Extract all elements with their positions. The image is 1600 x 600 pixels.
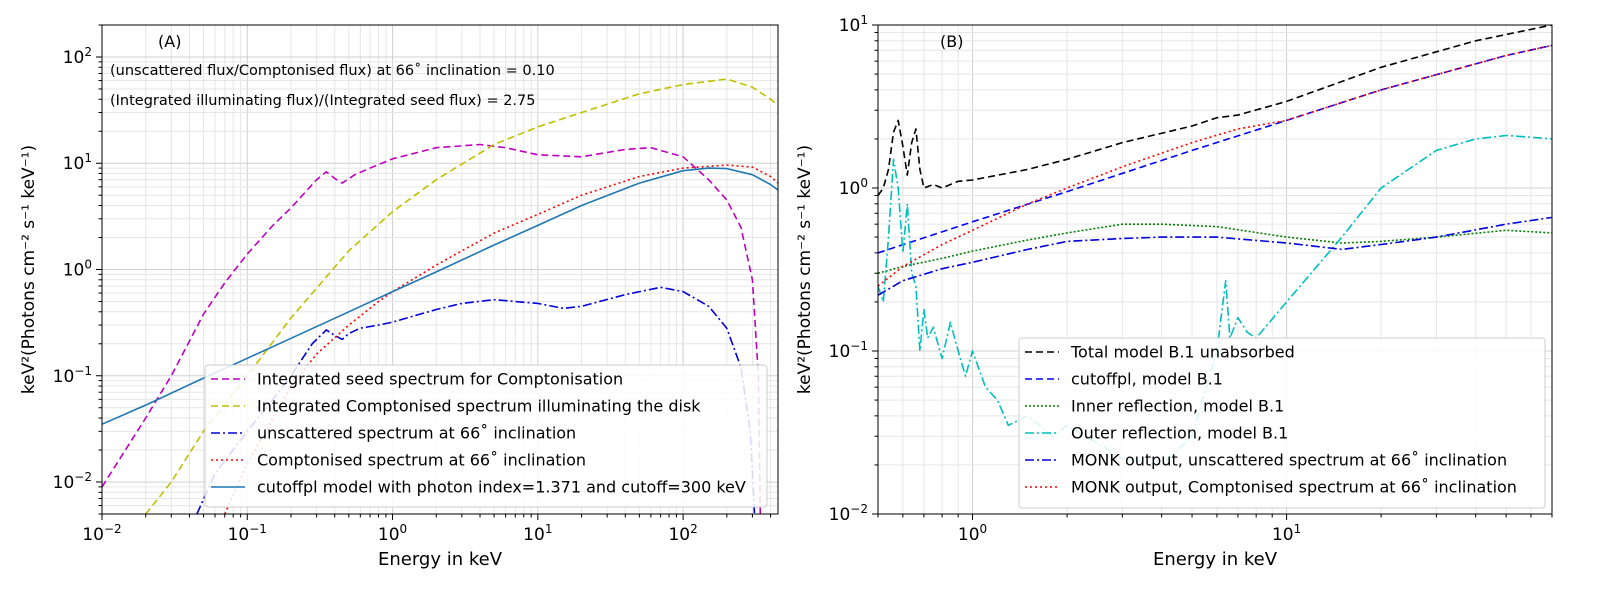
legend-label-2: Integrated Comptonised spectrum illumina… [257, 397, 701, 416]
legend-label-3: Inner reflection, model B.1 [1071, 397, 1284, 416]
series-line-3 [196, 286, 756, 514]
y-tick-label: 101 [63, 151, 92, 174]
x-tick-label: 100 [958, 522, 987, 545]
series-line-4 [878, 134, 1552, 466]
series-line-1 [878, 25, 1552, 196]
series-line-6 [878, 44, 1552, 287]
plot-frame [877, 24, 1553, 515]
panel-label: (B) [940, 32, 963, 51]
legend-label-4: Comptonised spectrum at 66˚ inclination [257, 451, 586, 470]
y-axis-label: keV²(Photons cm⁻² s⁻¹ keV⁻¹) [795, 145, 815, 394]
y-tick-label: 102 [63, 45, 92, 68]
y-tick-label: 10−1 [53, 364, 92, 387]
x-tick-label: 10−2 [82, 522, 121, 545]
y-tick-label: 101 [839, 13, 868, 36]
legend: Total model B.1 unabsorbed cutoffpl, mode… [1018, 337, 1546, 509]
x-tick-label: 10−1 [228, 522, 267, 545]
series-line-1 [102, 143, 762, 514]
y-tick-label: 10−2 [53, 470, 92, 493]
legend: Integrated seed spectrum for Comptonisat… [204, 364, 768, 508]
panel-b: 100 101 10−2 10−1 100 101 Energy in keV keV²(Ph… [795, 13, 1553, 570]
series-group [878, 25, 1552, 466]
annotation-1: (unscattered flux/Comptonised flux) at 6… [110, 62, 555, 79]
x-tick-label: 101 [1272, 522, 1301, 545]
legend-label-1: Total model B.1 unabsorbed [1070, 343, 1295, 362]
series-line-4 [224, 164, 778, 514]
panel-label: (A) [158, 32, 181, 51]
panel-a: 10−2 10−1 100 101 102 10−2 10−1 100 101 102 Energy… [19, 24, 779, 570]
x-tick-label: 100 [378, 522, 407, 545]
legend-label-3: unscattered spectrum at 66˚ inclination [257, 424, 576, 443]
legend-label-4: Outer reflection, model B.1 [1071, 424, 1288, 443]
ticks [96, 24, 772, 520]
series-line-2 [878, 44, 1552, 254]
y-tick-label: 10−1 [829, 339, 868, 362]
legend-label-5: MONK output, unscattered spectrum at 66˚… [1071, 451, 1507, 470]
series-line-5 [878, 216, 1552, 296]
x-tick-label: 102 [668, 522, 697, 545]
annotation-2: (Integrated illuminating flux)/(Integrat… [110, 93, 536, 109]
series-line-5 [102, 167, 778, 425]
x-tick-label: 101 [523, 522, 552, 545]
x-axis-label: Energy in keV [1153, 549, 1278, 570]
plot-frame [101, 24, 779, 515]
y-tick-label: 100 [63, 258, 92, 281]
x-axis-label: Energy in keV [378, 549, 503, 570]
legend-label-1: Integrated seed spectrum for Comptonisat… [257, 370, 623, 389]
legend-label-5: cutoffpl model with photon index=1.371 a… [257, 478, 746, 497]
series-line-3 [878, 223, 1552, 274]
y-tick-label: 100 [839, 176, 868, 199]
legend-label-6: MONK output, Comptonised spectrum at 66˚… [1071, 478, 1517, 497]
legend-label-2: cutoffpl, model B.1 [1071, 370, 1223, 389]
ticks [872, 24, 1553, 520]
legend-box [1018, 337, 1546, 509]
legend-box [204, 364, 768, 508]
y-tick-label: 10−2 [829, 502, 868, 525]
y-axis-label: keV²(Photons cm⁻² s⁻¹ keV⁻¹) [19, 145, 39, 394]
